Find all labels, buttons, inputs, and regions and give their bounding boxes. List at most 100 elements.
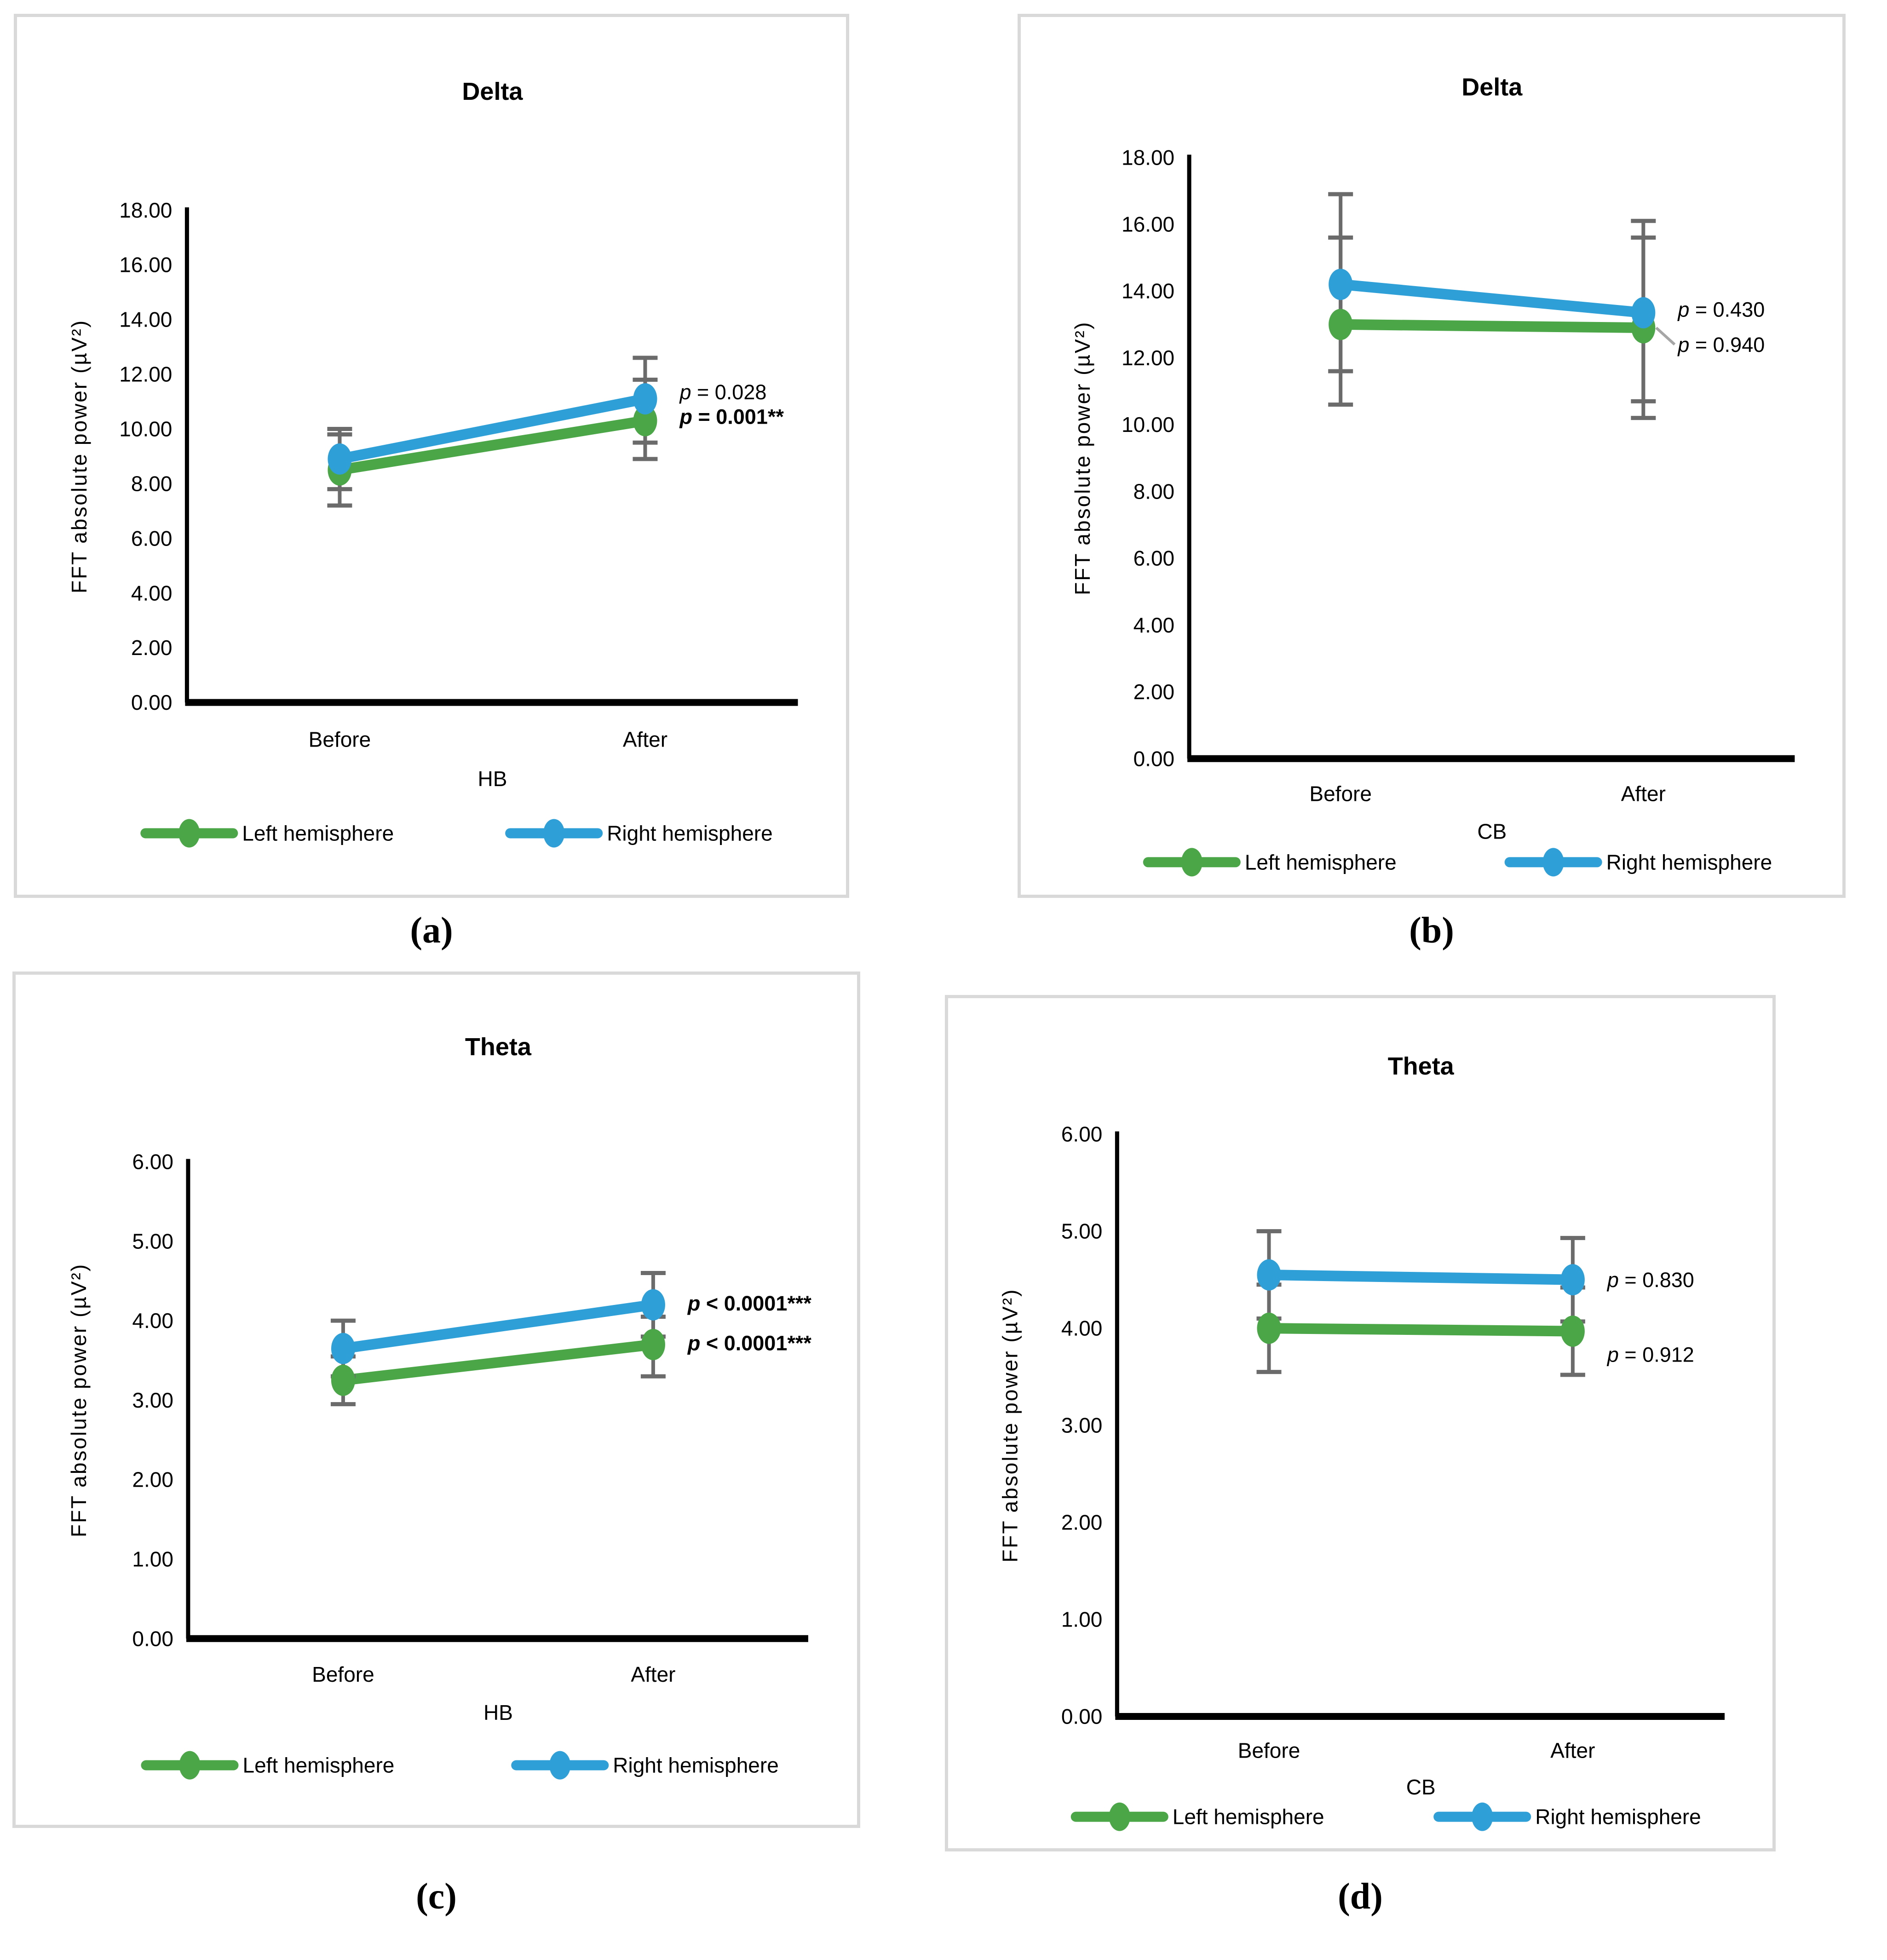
series-line [1264,1323,1578,1337]
legend-label: Right hemisphere [1535,1805,1701,1829]
caption-d: (d) [1338,1876,1383,1917]
x-axis-title: HB [478,767,507,791]
y-tick-label: 18.00 [1122,145,1174,169]
data-point-marker [641,1289,665,1321]
x-category-label: Before [309,727,371,751]
series-line [334,415,650,476]
y-tick-label: 10.00 [119,417,172,441]
legend-label: Left hemisphere [242,1753,394,1777]
y-tick-label: 0.00 [132,1627,173,1650]
p-value-label: p = 0.430 [1677,298,1765,321]
y-tick-label: 14.00 [1122,279,1174,303]
chart-title: Theta [1388,1052,1455,1080]
y-axis-title: FFT absolute power (µV²) [67,1263,91,1537]
y-axis-title: FFT absolute power (µV²) [1070,321,1094,595]
x-category-label: After [631,1662,675,1686]
chart-theta-cb: Theta 0.00 1.00 2.00 3.00 4.00 5.00 6.00 FFT abs… [998,1052,1725,1831]
legend-label: Left hemisphere [242,821,394,845]
chart-title: Theta [465,1033,532,1061]
panel-theta-cb: Theta 0.00 1.00 2.00 3.00 4.00 5.00 6.00 FFT abs… [945,995,1776,1851]
y-tick-label: 0.00 [131,690,173,714]
panel-delta-cb: Delta 0.00 2.00 4.00 6.00 8.00 10.00 12.00 14.00… [1018,14,1846,898]
data-point-marker [331,1333,355,1364]
annotation-leader-line [1655,327,1676,346]
y-tick-label: 6.00 [1133,546,1175,570]
y-tick-label: 2.00 [131,636,173,660]
data-point-marker [641,1328,665,1360]
caption-a: (a) [410,910,453,951]
legend-marker [1109,1802,1130,1831]
legend-marker [1542,848,1564,877]
y-tick-label: 1.00 [1061,1608,1103,1632]
y-axis-title: FFT absolute power (µV²) [67,319,91,593]
y-tick-label: 4.00 [1061,1316,1103,1340]
series-line [1335,319,1649,333]
p-value-label: p < 0.0001*** [687,1331,811,1355]
x-category-label: Before [1309,782,1372,806]
chart-theta-hb: Theta 0.00 1.00 2.00 3.00 4.00 5.00 6.00 FFT abs… [67,1033,811,1780]
y-tick-label: 2.00 [1133,680,1175,704]
legend-label: Right hemisphere [607,821,773,845]
data-point-marker [1329,269,1353,300]
p-value-label: p = 0.940 [1677,333,1765,356]
data-point-marker [1329,309,1353,340]
panel-theta-hb: Theta 0.00 1.00 2.00 3.00 4.00 5.00 6.00 FFT abs… [12,971,860,1828]
y-tick-label: 3.00 [1061,1414,1103,1437]
series-line [338,1339,659,1386]
data-point-marker [633,405,657,437]
x-category-label: After [1550,1738,1595,1762]
y-tick-label: 18.00 [119,198,172,222]
series-line [338,1299,659,1354]
y-tick-label: 4.00 [1133,613,1175,637]
y-tick-label: 16.00 [1122,213,1174,236]
y-tick-label: 6.00 [132,1150,173,1174]
chart-delta-cb: Delta 0.00 2.00 4.00 6.00 8.00 10.00 12.00 14.00… [1070,74,1795,877]
data-point-marker [328,443,352,475]
series-line [1264,1270,1578,1285]
data-point-marker [331,1364,355,1396]
data-point-marker [1257,1312,1281,1344]
p-value-label: p = 0.912 [1606,1343,1694,1366]
y-tick-label: 6.00 [1061,1122,1103,1146]
legend-label: Left hemisphere [1173,1805,1324,1829]
legend-marker [178,819,200,848]
chart-title: Delta [1461,74,1523,101]
legend-marker [1181,848,1202,877]
p-value-label: p = 0.001** [679,405,784,428]
x-axis-title: CB [1477,820,1507,844]
data-point-marker [1560,1315,1585,1347]
y-tick-label: 8.00 [1133,479,1175,503]
x-category-label: Before [312,1662,374,1686]
y-tick-label: 1.00 [132,1547,173,1571]
data-point-marker [1560,1264,1585,1296]
x-category-label: Before [1238,1738,1300,1762]
y-tick-label: 10.00 [1122,413,1174,437]
data-point-marker [1631,297,1656,328]
y-tick-label: 8.00 [131,471,173,495]
data-point-marker [633,383,657,415]
y-tick-label: 12.00 [119,362,172,386]
legend-marker [179,1751,201,1780]
y-tick-label: 0.00 [1061,1705,1103,1729]
series-line [334,393,650,465]
legend-label: Left hemisphere [1245,850,1397,874]
legend-label: Right hemisphere [613,1753,779,1777]
y-tick-label: 5.00 [1061,1219,1103,1243]
y-tick-label: 4.00 [131,581,173,605]
panel-delta-hb: Delta 0.00 2.00 4.00 6.00 8.00 10.00 12.00 14.00… [14,14,849,898]
x-axis-title: CB [1406,1775,1436,1799]
y-tick-label: 4.00 [132,1309,173,1333]
caption-c: (c) [416,1876,457,1917]
legend-marker [1472,1802,1493,1831]
data-point-marker [1257,1259,1281,1291]
y-tick-label: 3.00 [132,1388,173,1412]
chart-delta-hb: Delta 0.00 2.00 4.00 6.00 8.00 10.00 12.00 14.00… [67,78,798,848]
y-tick-label: 2.00 [132,1468,173,1492]
legend-marker [543,819,565,848]
legend-marker [549,1751,571,1780]
y-tick-label: 5.00 [132,1229,173,1253]
series-line [1335,279,1649,318]
y-tick-label: 16.00 [119,253,172,277]
y-axis-title: FFT absolute power (µV²) [998,1288,1022,1563]
